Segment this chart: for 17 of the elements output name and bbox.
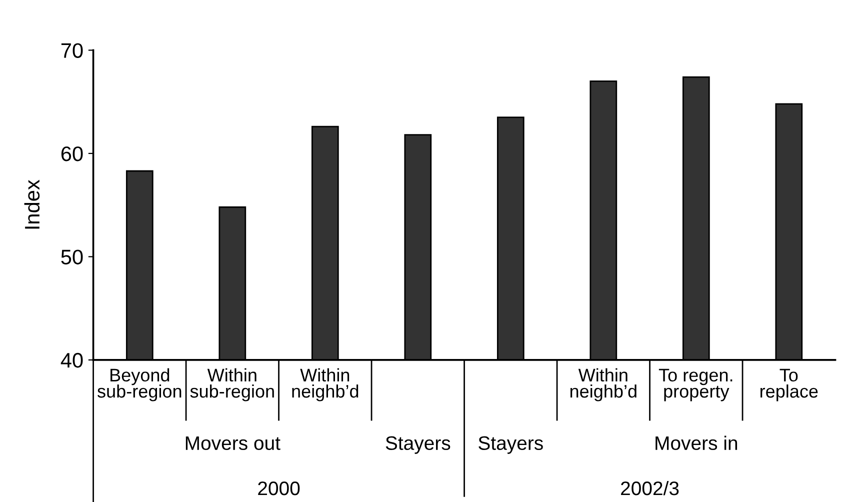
y-tick-label: 60 — [61, 146, 83, 162]
x-tick-label: To regen. property — [658, 368, 732, 402]
text: 2000 — [258, 481, 300, 496]
x-tick-label: Within sub-region — [190, 368, 274, 402]
x-tick-label: Within neighb’d — [292, 368, 358, 402]
y-axis-title: Index — [24, 180, 40, 229]
text: Stayers — [478, 436, 543, 454]
x-tick-label: Beyond sub-region — [98, 368, 182, 402]
x-tick-label: To replace — [760, 368, 818, 402]
text: Movers out — [186, 436, 280, 450]
y-tick-label: 40 — [60, 352, 83, 368]
text: Movers in — [656, 436, 738, 450]
text: 2002/3 — [621, 480, 679, 496]
text: Stayers — [386, 436, 450, 454]
y-tick-label: 50 — [61, 250, 83, 264]
y-tick-label: 70 — [61, 43, 83, 58]
x-tick-label: Within neighb’d — [570, 368, 636, 402]
